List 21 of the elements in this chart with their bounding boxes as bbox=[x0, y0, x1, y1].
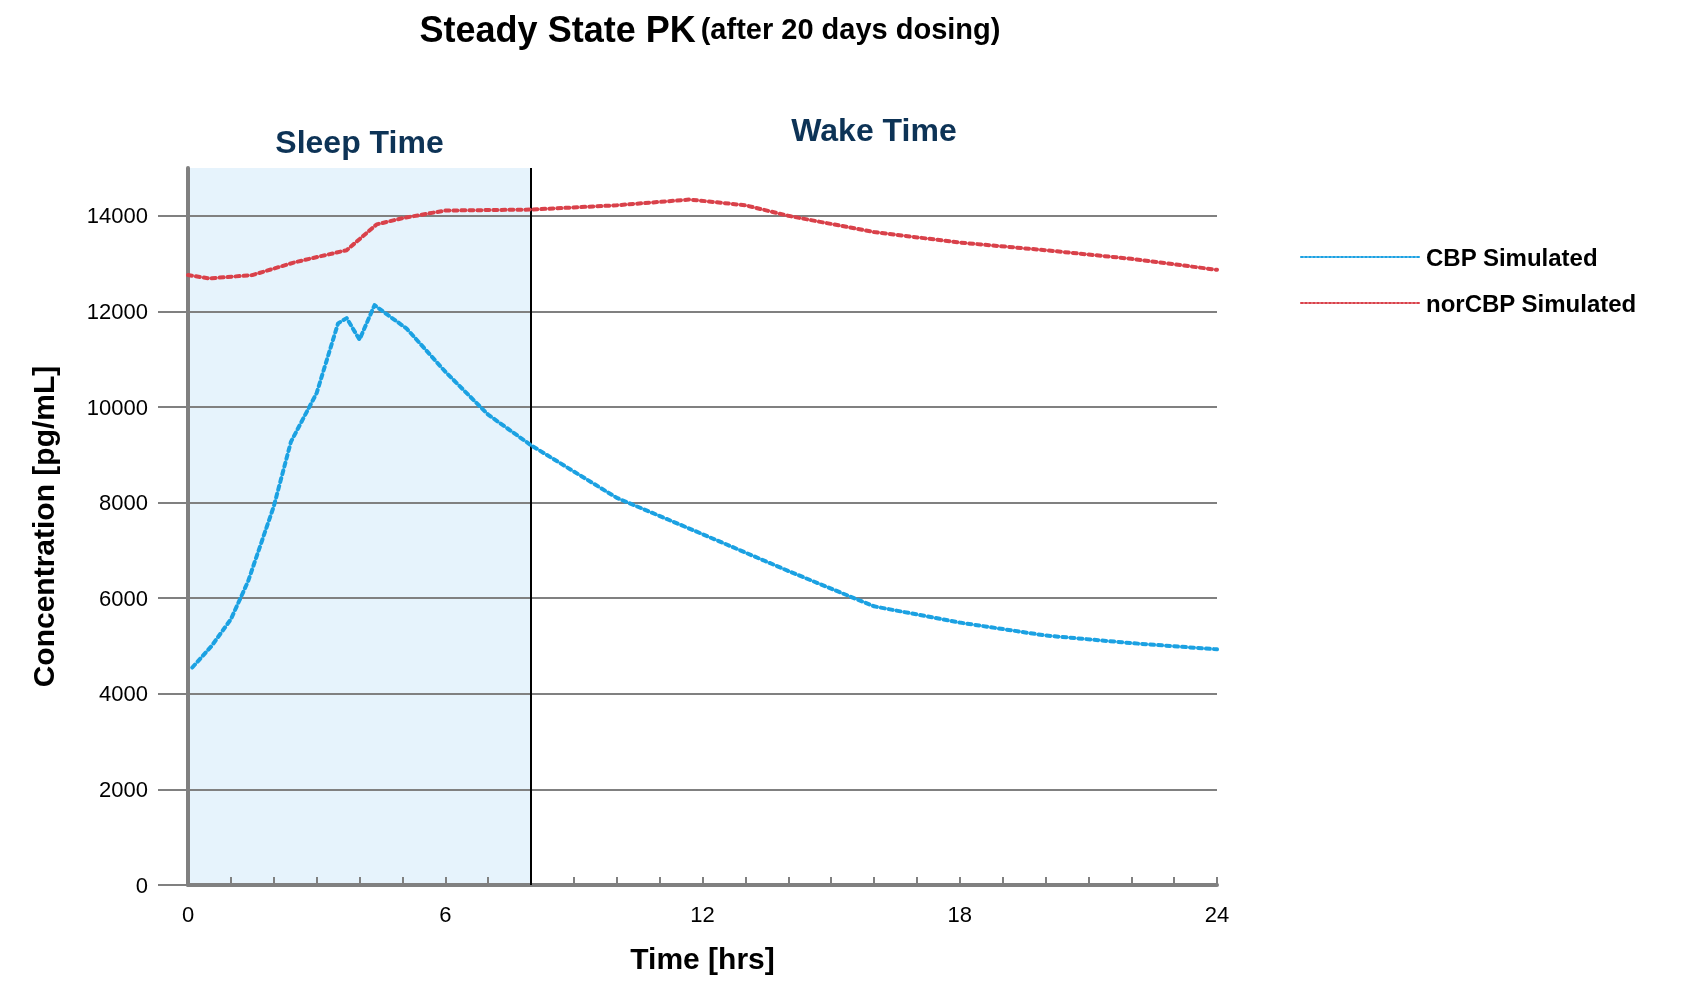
chart-title: Steady State PK bbox=[419, 8, 696, 50]
y-tick-label: 6000 bbox=[99, 585, 148, 611]
y-tick-label: 0 bbox=[135, 872, 148, 898]
y-tick-label: 2000 bbox=[99, 776, 148, 802]
y-tick-label: 4000 bbox=[99, 681, 148, 707]
legend-label: norCBP Simulated bbox=[1426, 289, 1637, 317]
x-axis-title: Time [hrs] bbox=[630, 941, 775, 975]
band-label: Sleep Time bbox=[275, 124, 444, 160]
y-tick-label: 10000 bbox=[86, 394, 148, 420]
x-tick-label: 18 bbox=[947, 901, 972, 927]
chart-subtitle: (after 20 days dosing) bbox=[700, 13, 1001, 45]
y-tick-label: 8000 bbox=[99, 490, 148, 516]
legend-label: CBP Simulated bbox=[1426, 243, 1598, 271]
x-tick-label: 0 bbox=[181, 901, 195, 927]
y-tick-label: 12000 bbox=[86, 298, 148, 324]
x-tick-label: 6 bbox=[439, 901, 452, 927]
y-tick-label: 14000 bbox=[86, 203, 148, 229]
x-tick-label: 12 bbox=[690, 901, 715, 927]
x-tick-label: 24 bbox=[1204, 901, 1230, 927]
text: Wake Time bbox=[791, 112, 957, 148]
y-axis-title: Concentration [pg/mL] bbox=[26, 365, 60, 688]
